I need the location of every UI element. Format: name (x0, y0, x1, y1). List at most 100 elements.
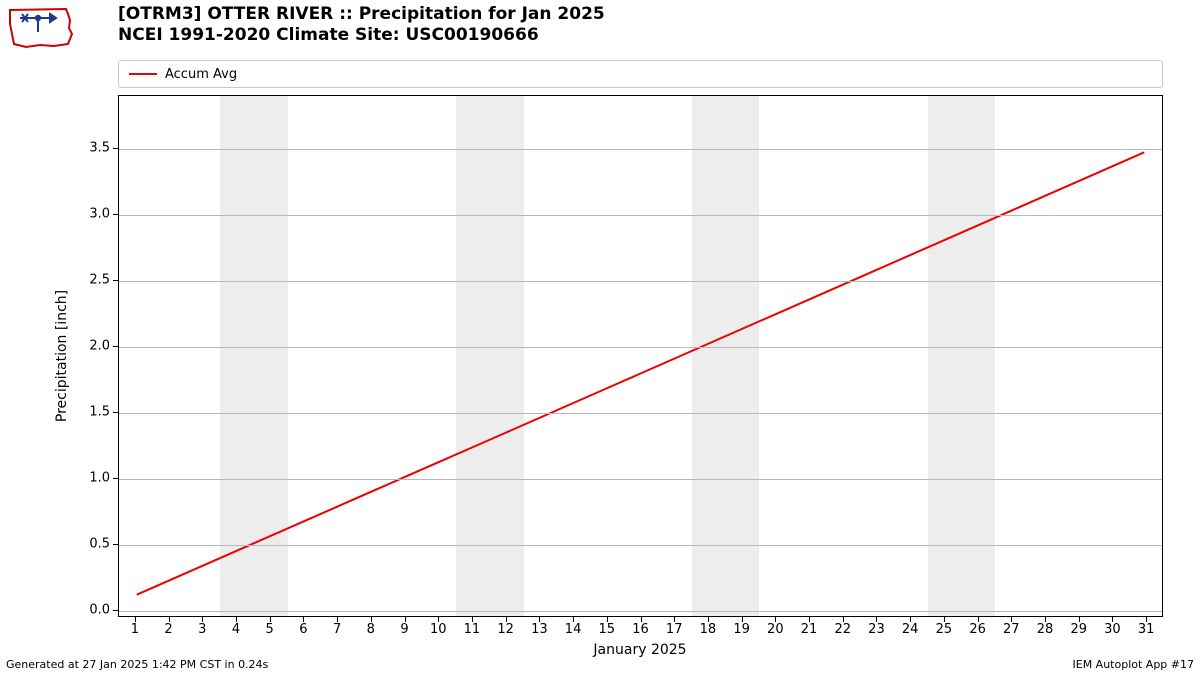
x-tick-label: 30 (1104, 622, 1121, 637)
x-tick-label: 26 (969, 622, 986, 637)
gridline (119, 215, 1162, 216)
iem-logo (6, 4, 76, 52)
accum-avg-line (137, 152, 1144, 594)
x-tick-mark (809, 617, 810, 622)
x-tick-mark (607, 617, 608, 622)
gridline (119, 413, 1162, 414)
legend-label: Accum Avg (165, 67, 237, 82)
x-tick-mark (573, 617, 574, 622)
x-tick-mark (1112, 617, 1113, 622)
plot-area (118, 95, 1163, 617)
x-tick-mark (472, 617, 473, 622)
y-tick-mark (113, 346, 118, 347)
x-tick-mark (202, 617, 203, 622)
y-tick-label: 1.5 (89, 405, 110, 420)
gridline (119, 479, 1162, 480)
x-tick-label: 28 (1037, 622, 1054, 637)
gridline (119, 149, 1162, 150)
x-tick-label: 10 (430, 622, 447, 637)
y-tick-label: 3.5 (89, 140, 110, 155)
x-tick-label: 6 (299, 622, 307, 637)
x-tick-label: 5 (266, 622, 274, 637)
x-tick-label: 17 (666, 622, 683, 637)
y-tick-mark (113, 544, 118, 545)
x-tick-label: 1 (131, 622, 139, 637)
x-tick-mark (641, 617, 642, 622)
legend: Accum Avg (118, 60, 1163, 88)
x-tick-label: 21 (801, 622, 818, 637)
x-tick-label: 9 (400, 622, 408, 637)
x-tick-mark (742, 617, 743, 622)
x-tick-label: 25 (936, 622, 953, 637)
x-axis-label: January 2025 (593, 642, 686, 658)
x-tick-label: 11 (464, 622, 481, 637)
x-tick-label: 18 (700, 622, 717, 637)
x-tick-mark (775, 617, 776, 622)
chart-title: [OTRM3] OTTER RIVER :: Precipitation for… (118, 4, 605, 47)
x-tick-label: 7 (333, 622, 341, 637)
x-tick-mark (708, 617, 709, 622)
line-svg (119, 96, 1162, 616)
x-tick-label: 12 (497, 622, 514, 637)
x-tick-mark (371, 617, 372, 622)
x-tick-mark (674, 617, 675, 622)
x-tick-label: 19 (733, 622, 750, 637)
x-tick-label: 27 (1003, 622, 1020, 637)
y-tick-label: 3.0 (89, 206, 110, 221)
x-tick-label: 16 (632, 622, 649, 637)
y-axis-label: Precipitation [inch] (54, 290, 70, 422)
y-tick-mark (113, 412, 118, 413)
x-tick-mark (303, 617, 304, 622)
y-tick-mark (113, 148, 118, 149)
gridline (119, 281, 1162, 282)
x-tick-mark (236, 617, 237, 622)
x-tick-label: 8 (367, 622, 375, 637)
gridline (119, 347, 1162, 348)
x-tick-label: 29 (1070, 622, 1087, 637)
legend-swatch (129, 73, 157, 75)
x-tick-mark (1079, 617, 1080, 622)
x-tick-label: 14 (565, 622, 582, 637)
gridline (119, 611, 1162, 612)
y-tick-label: 0.5 (89, 537, 110, 552)
x-tick-mark (438, 617, 439, 622)
y-tick-label: 1.0 (89, 471, 110, 486)
x-tick-label: 4 (232, 622, 240, 637)
x-tick-label: 23 (868, 622, 885, 637)
footer-app: IEM Autoplot App #17 (1073, 658, 1195, 671)
x-tick-mark (405, 617, 406, 622)
x-tick-mark (843, 617, 844, 622)
x-tick-mark (876, 617, 877, 622)
gridline (119, 545, 1162, 546)
y-tick-mark (113, 610, 118, 611)
y-tick-label: 2.0 (89, 339, 110, 354)
x-tick-mark (270, 617, 271, 622)
x-tick-mark (337, 617, 338, 622)
logo-state-outline (10, 9, 72, 47)
x-tick-label: 13 (531, 622, 548, 637)
x-tick-mark (944, 617, 945, 622)
y-tick-mark (113, 214, 118, 215)
x-tick-mark (169, 617, 170, 622)
x-tick-label: 22 (834, 622, 851, 637)
x-tick-mark (539, 617, 540, 622)
x-tick-mark (135, 617, 136, 622)
x-tick-label: 20 (767, 622, 784, 637)
x-tick-mark (1011, 617, 1012, 622)
x-tick-mark (1045, 617, 1046, 622)
y-tick-mark (113, 280, 118, 281)
x-tick-label: 2 (164, 622, 172, 637)
title-line-2: NCEI 1991-2020 Climate Site: USC00190666 (118, 25, 605, 46)
x-tick-mark (506, 617, 507, 622)
x-tick-mark (910, 617, 911, 622)
y-tick-mark (113, 478, 118, 479)
y-tick-label: 2.5 (89, 273, 110, 288)
y-tick-label: 0.0 (89, 603, 110, 618)
x-tick-mark (978, 617, 979, 622)
title-line-1: [OTRM3] OTTER RIVER :: Precipitation for… (118, 4, 605, 25)
x-tick-mark (1146, 617, 1147, 622)
x-tick-label: 24 (902, 622, 919, 637)
x-tick-label: 3 (198, 622, 206, 637)
x-tick-label: 15 (599, 622, 616, 637)
footer-generated: Generated at 27 Jan 2025 1:42 PM CST in … (6, 658, 268, 671)
